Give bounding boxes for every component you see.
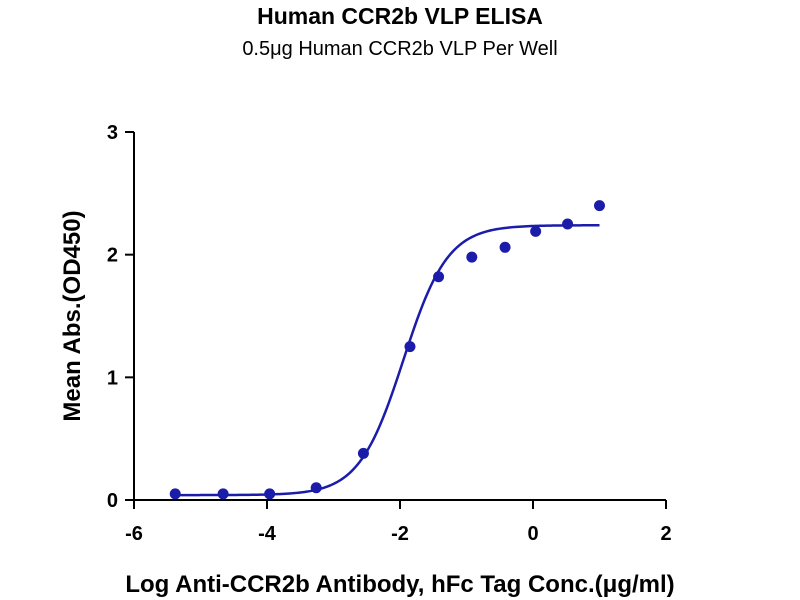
y-axis-label: Mean Abs.(OD450)	[59, 210, 86, 421]
y-tick-label-2: 2	[107, 245, 118, 267]
axes-layer	[125, 131, 667, 509]
fit-curve-layer	[175, 224, 600, 497]
y-tick-label-1: 1	[107, 367, 118, 389]
data-point-0-2	[264, 488, 276, 500]
x-axis-label: Log Anti-CCR2b Antibody, hFc Tag Conc.(μ…	[125, 571, 674, 598]
data-point-0-8	[499, 241, 511, 253]
data-point-0-9	[530, 225, 542, 237]
x-tick-label-3: 0	[527, 523, 538, 545]
labels-layer: -6 -4 -2 0 2 0 1 2 3 Log Anti-CCR2b Antibody, hFc…	[59, 122, 675, 598]
y-tick-label-3: 3	[107, 122, 118, 144]
x-tick-label-2: -2	[391, 523, 409, 545]
data-point-0-4	[357, 447, 369, 459]
x-tick-label-4: 2	[660, 523, 671, 545]
data-point-0-6	[433, 271, 445, 283]
chart-subtitle: 0.5μg Human CCR2b VLP Per Well	[242, 38, 558, 60]
data-point-0-5	[404, 341, 416, 353]
x-tick-label-1: -4	[258, 523, 277, 545]
data-point-0-3	[310, 482, 322, 494]
data-point-0-10	[562, 218, 574, 230]
data-point-0-1	[217, 488, 229, 500]
chart-title: Human CCR2b VLP ELISA	[257, 3, 543, 29]
data-point-0-7	[466, 251, 478, 263]
fit-curve	[175, 224, 600, 497]
y-tick-label-0: 0	[107, 490, 118, 512]
data-points-layer	[169, 200, 605, 500]
data-point-0-0	[169, 488, 181, 500]
x-tick-label-0: -6	[125, 523, 143, 545]
data-point-0-11	[594, 200, 605, 212]
